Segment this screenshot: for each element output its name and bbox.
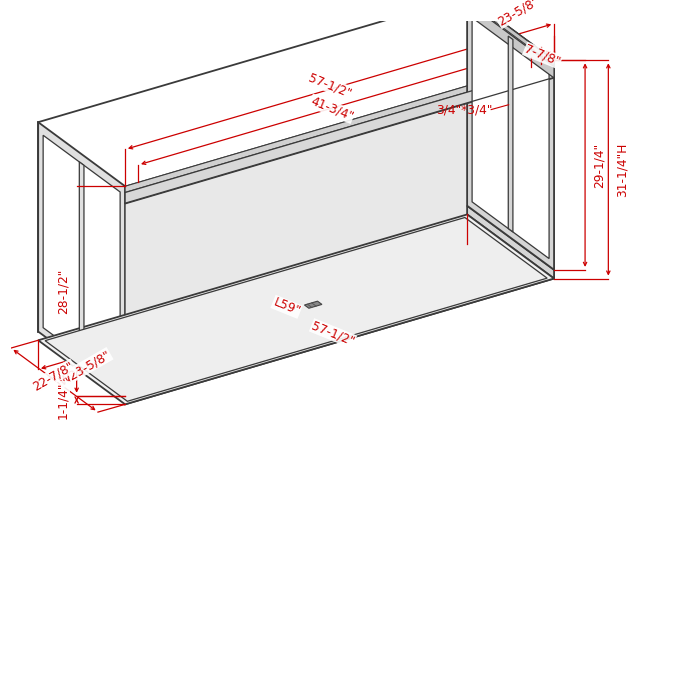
Polygon shape — [125, 66, 554, 204]
Polygon shape — [125, 60, 554, 192]
Text: 22-7/8": 22-7/8" — [31, 359, 76, 393]
Polygon shape — [304, 301, 322, 308]
Polygon shape — [125, 60, 554, 396]
Polygon shape — [508, 36, 513, 232]
Polygon shape — [38, 214, 554, 405]
Polygon shape — [472, 9, 549, 258]
Text: 57-1/2": 57-1/2" — [307, 71, 354, 100]
Polygon shape — [467, 0, 554, 65]
Polygon shape — [45, 218, 547, 401]
Polygon shape — [125, 270, 554, 405]
Polygon shape — [43, 135, 120, 384]
Text: 29-1/4": 29-1/4" — [592, 143, 605, 188]
Text: 41-3/4": 41-3/4" — [309, 94, 355, 123]
Text: 28-1/2": 28-1/2" — [57, 268, 69, 314]
Polygon shape — [467, 206, 554, 279]
Text: 57-1/2": 57-1/2" — [309, 319, 356, 348]
Polygon shape — [467, 0, 554, 270]
Text: L59": L59" — [271, 295, 302, 318]
Text: 1-1/4": 1-1/4" — [57, 382, 69, 419]
Text: W23-5/8": W23-5/8" — [57, 348, 113, 388]
Polygon shape — [467, 3, 554, 78]
Polygon shape — [79, 162, 84, 358]
Text: 3/4"*3/4": 3/4"*3/4" — [436, 103, 492, 116]
Text: 7-7/8": 7-7/8" — [523, 43, 562, 69]
Text: 31-1/4"H: 31-1/4"H — [615, 142, 629, 197]
Text: 23-5/8": 23-5/8" — [496, 0, 541, 29]
Polygon shape — [38, 122, 125, 395]
